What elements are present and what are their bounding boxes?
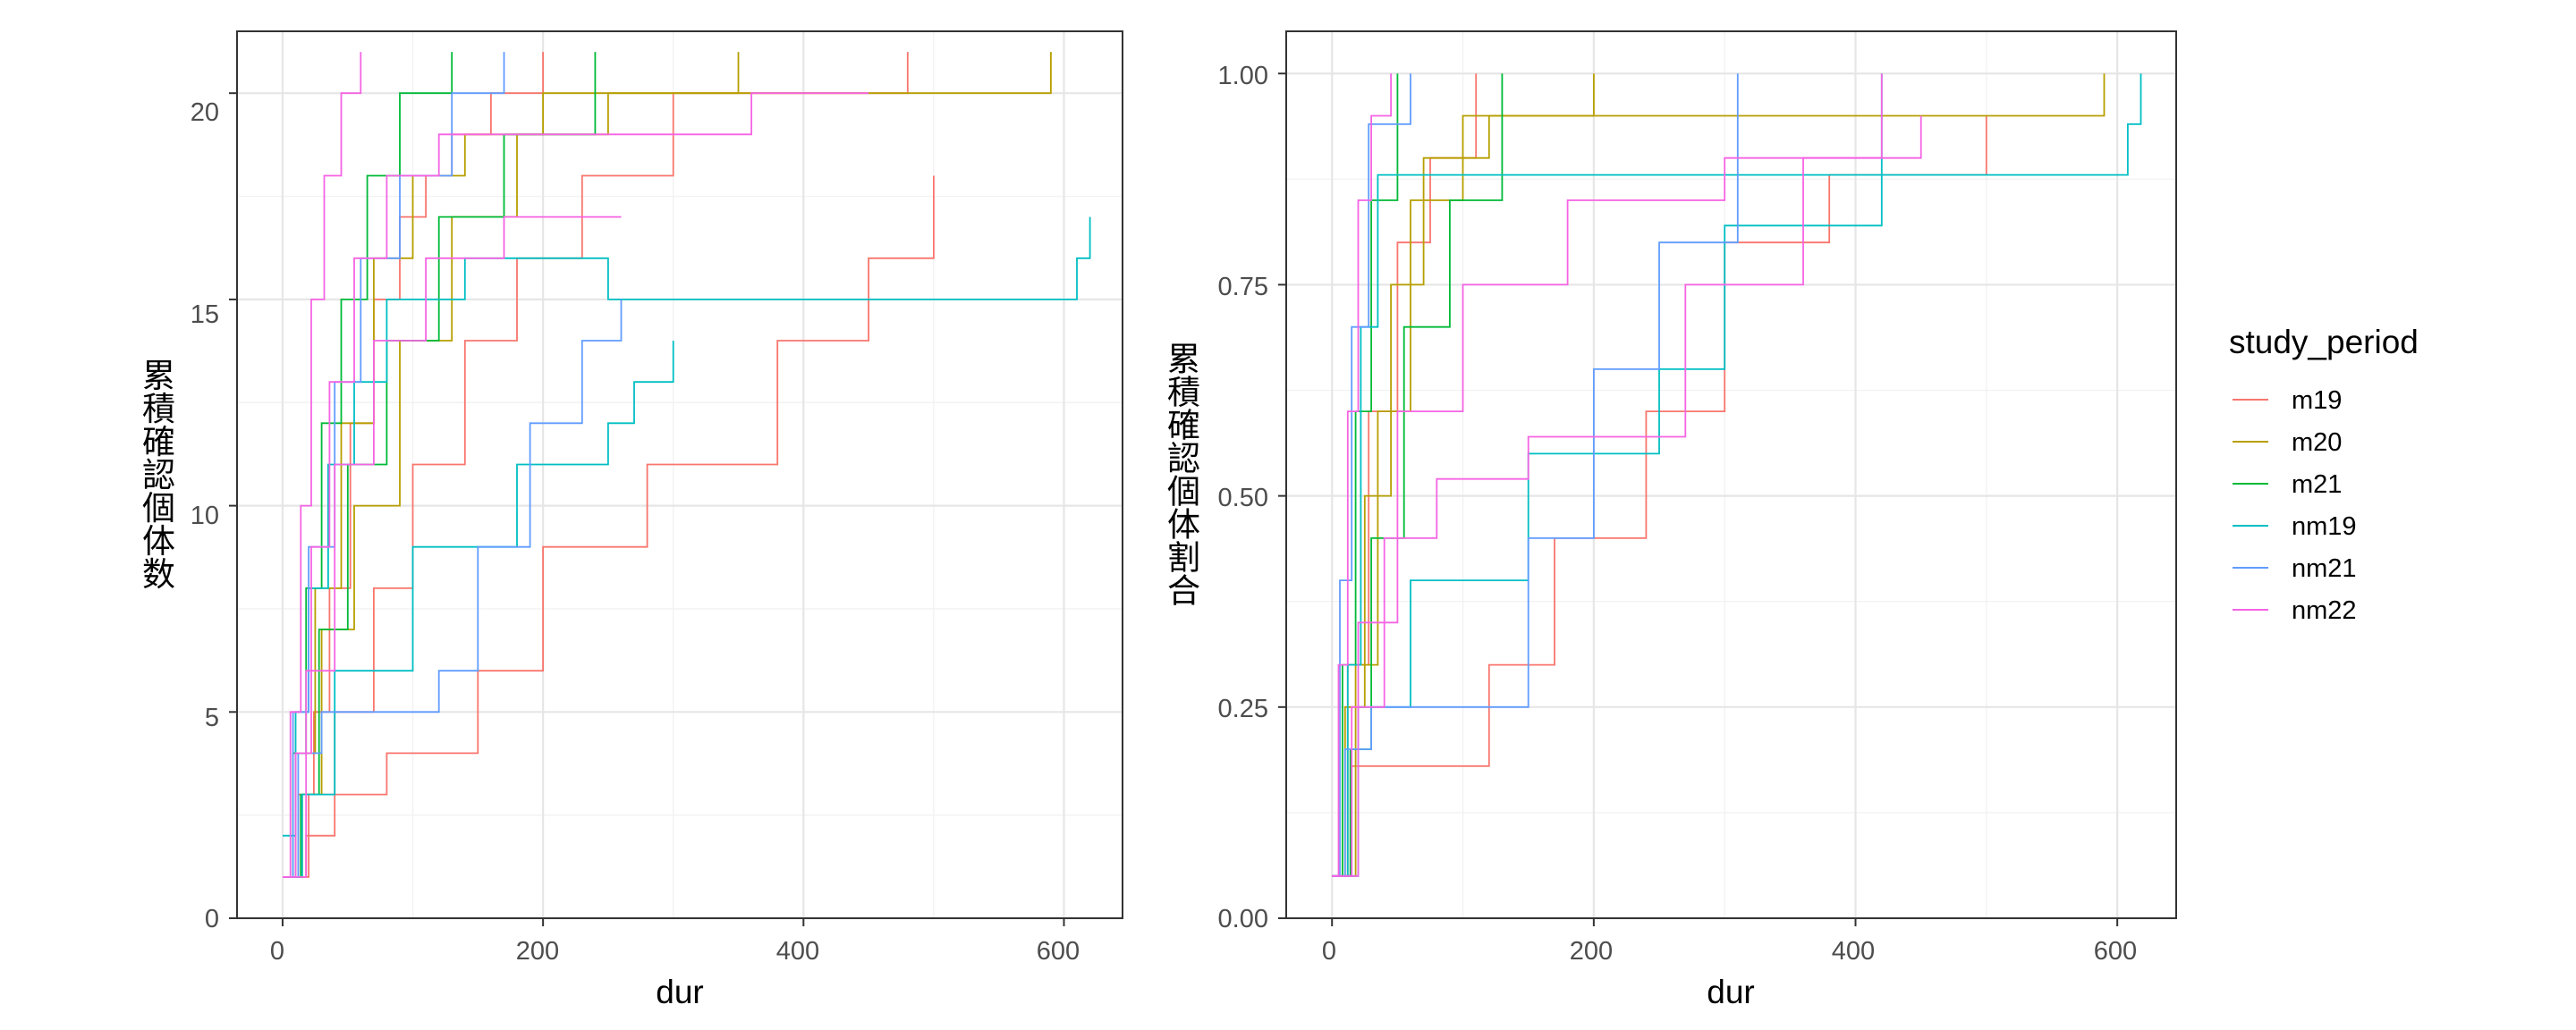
right-x-tick-labels: 0 200 400 600 [1322,937,2137,966]
legend-label: m21 [2292,470,2342,499]
legend-label: m20 [2292,428,2342,457]
y-tick-label: 0.50 [1218,484,1268,512]
y-tick-label: 0.00 [1218,905,1268,933]
series-line-nm22 [1332,73,1392,877]
legend-title: study_period [2229,324,2419,360]
y-tick-label: 0 [205,905,219,933]
left-x-tick-labels: 0 200 400 600 [270,937,1080,966]
series-line-m19 [283,175,935,878]
x-tick-label: 200 [516,937,559,966]
legend-item: nm19 [2233,512,2357,541]
left-y-axis-title: 累積確認個体数 [138,359,176,590]
legend-item: m19 [2233,386,2342,415]
right-y-axis-title: 累積確認個体割合 [1163,342,1201,606]
y-tick-label: 20 [191,98,219,127]
x-tick-label: 200 [1570,937,1613,966]
right-plot-background [1286,31,2176,918]
series-line-m19 [283,52,909,878]
legend-label: nm21 [2292,554,2357,583]
series-line-nm22 [1332,73,1883,877]
legend-label: m19 [2292,386,2342,415]
right-plot-border [1285,30,2177,919]
series-line-nm21 [1332,73,1411,877]
legend: study_period m19 m20 m21 nm19 nm21 nm22 [2229,324,2419,625]
series-line-m19 [1332,115,1987,877]
right-x-axis-title: dur [1707,974,1754,1010]
series-line-nm22 [283,52,362,878]
legend-item: nm22 [2233,596,2357,625]
right-panel: 0 200 400 600 0.00 0.25 0.50 0.75 1.00 d… [1163,30,2177,1010]
x-tick-label: 600 [1037,937,1080,966]
right-axis-ticks [1278,72,2119,926]
right-y-tick-labels: 0.00 0.25 0.50 0.75 1.00 [1218,62,1268,933]
left-x-axis-title: dur [656,974,703,1010]
right-series-lines [1332,73,2142,877]
y-tick-label: 5 [205,704,219,732]
left-series-lines [283,52,1091,878]
legend-label: nm19 [2292,512,2357,541]
series-line-nm19 [1332,73,2142,877]
y-tick-label: 15 [191,300,219,329]
left-axis-ticks [229,92,1065,926]
x-tick-label: 0 [270,937,284,966]
legend-item: m20 [2233,428,2342,457]
left-panel: 0 200 400 600 0 5 10 15 20 dur 累積確認個体数 [138,30,1123,1010]
x-tick-label: 400 [776,937,819,966]
legend-label: nm22 [2292,596,2357,625]
x-tick-label: 0 [1322,937,1336,966]
y-tick-label: 0.75 [1218,273,1268,301]
left-y-tick-labels: 0 5 10 15 20 [191,98,219,933]
y-tick-label: 10 [191,502,219,530]
series-line-nm22 [283,215,622,878]
left-plot-background [237,31,1123,918]
x-tick-label: 600 [2094,937,2137,966]
series-line-nm22 [1332,115,1922,877]
y-tick-label: 1.00 [1218,62,1268,90]
legend-item: nm21 [2233,554,2357,583]
left-plot-border [236,30,1123,919]
y-tick-label: 0.25 [1218,695,1268,723]
x-tick-label: 400 [1832,937,1875,966]
legend-item: m21 [2233,470,2342,499]
series-line-nm21 [1332,73,1739,877]
